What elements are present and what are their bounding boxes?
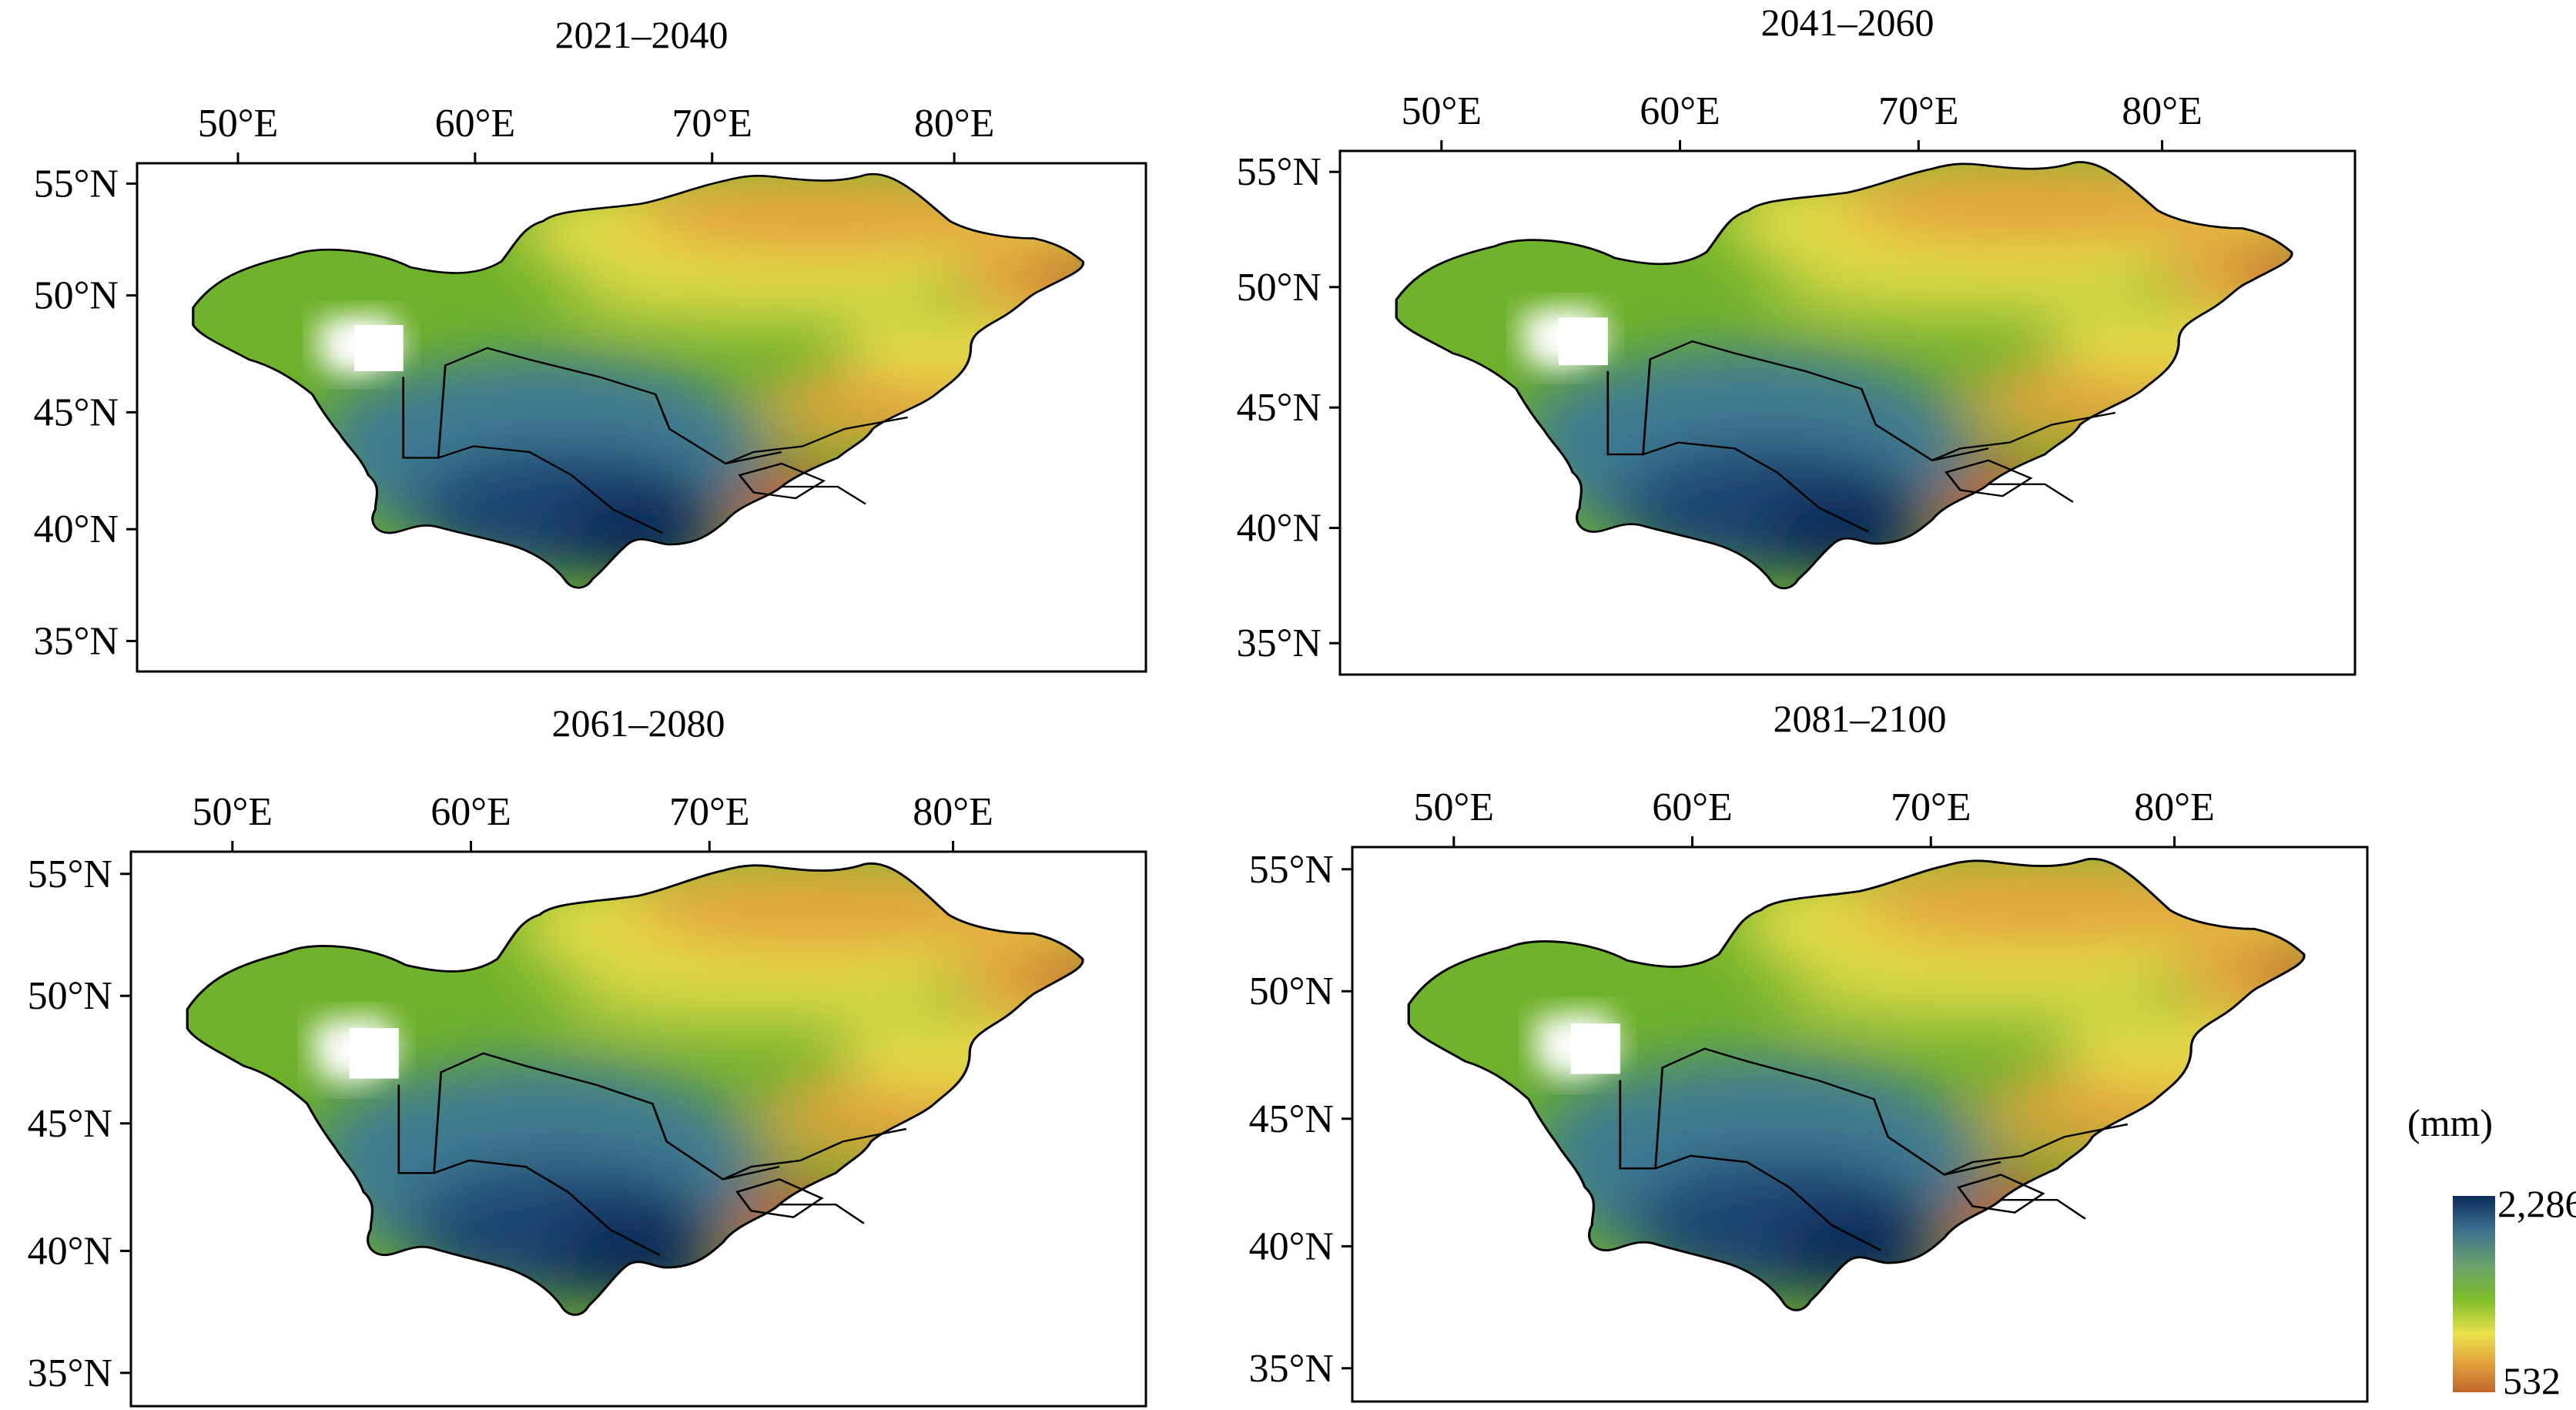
lon-tick-label: 80°E — [914, 102, 995, 146]
lat-tick-label: 50°N — [1249, 970, 1334, 1013]
colorbar-legend: (mm) 2,286 532 — [2407, 1101, 2576, 1402]
lat-tick-label: 45°N — [34, 390, 119, 434]
country-border — [437, 445, 663, 534]
lon-tick-label: 60°E — [1652, 785, 1733, 829]
precipitation-map — [1395, 161, 2293, 590]
legend-unit: (mm) — [2407, 1101, 2493, 1144]
legend-min-label: 532 — [2503, 1359, 2561, 1402]
panel-title: 2081–2100 — [1774, 697, 1947, 740]
country-border — [1931, 411, 2116, 461]
country-border — [402, 347, 782, 465]
lon-tick-label: 80°E — [913, 790, 993, 834]
lat-tick-label: 50°N — [1237, 266, 1321, 310]
lat-tick-label: 35°N — [1237, 621, 1321, 665]
country-border — [779, 1203, 865, 1224]
country-border — [722, 1127, 907, 1181]
lat-tick-label: 40°N — [28, 1229, 112, 1273]
country-border — [1944, 459, 2033, 497]
panel-title: 2021–2040 — [555, 13, 729, 56]
lon-tick-label: 60°E — [435, 102, 516, 146]
lon-tick-label: 70°E — [672, 102, 752, 146]
region-outline — [1407, 857, 2306, 1311]
panel-title: 2041–2060 — [1761, 1, 1935, 44]
lat-tick-label: 45°N — [28, 1102, 112, 1146]
lat-tick-label: 35°N — [34, 619, 119, 663]
country-border — [1606, 340, 1989, 462]
country-border — [735, 1178, 824, 1218]
country-border — [1643, 441, 1870, 533]
map-panel-1: 2021–2040 50°E 60°E 70°E 80°E 55°N 50°N 45°N 40°… — [34, 13, 1147, 673]
country-border — [781, 485, 866, 505]
lat-tick-label: 50°N — [28, 974, 112, 1018]
lon-tick-label: 80°E — [2122, 89, 2202, 133]
country-border — [1619, 1047, 2002, 1176]
lat-tick-label: 40°N — [34, 507, 119, 551]
lon-tick-label: 80°E — [2134, 785, 2215, 829]
map-panel-2: 2041–2060 50°E 60°E 70°E 80°E 55°N 50°N 45°N 40°… — [1237, 1, 2357, 676]
lon-tick-label: 50°E — [1402, 89, 1482, 133]
lon-tick-label: 70°E — [1878, 89, 1959, 133]
country-border — [397, 1052, 780, 1181]
lon-tick-label: 60°E — [1640, 89, 1720, 133]
lat-tick-label: 40°N — [1237, 507, 1321, 551]
lat-tick-label: 55°N — [34, 162, 119, 206]
panel-frame — [1351, 846, 2369, 1403]
lat-tick-label: 50°N — [34, 274, 119, 318]
lat-tick-label: 35°N — [28, 1351, 112, 1395]
lat-tick-label: 55°N — [1249, 848, 1334, 892]
precipitation-map — [186, 862, 1084, 1316]
map-panel-4: 2081–2100 50°E 60°E 70°E 80°E 55°N 50°N 45°N 40°… — [1249, 697, 2369, 1403]
lat-tick-label: 45°N — [1237, 386, 1321, 430]
region-outline — [186, 862, 1084, 1316]
country-border — [738, 462, 826, 500]
region-outline — [1395, 161, 2293, 590]
lon-tick-label: 70°E — [1891, 785, 1971, 829]
lat-tick-label: 55°N — [1237, 150, 1321, 194]
panel-frame — [136, 162, 1147, 673]
legend-max-label: 2,286 — [2497, 1182, 2576, 1225]
panel-title: 2061–2080 — [552, 702, 725, 745]
precipitation-map — [1407, 857, 2306, 1311]
precipitation-map — [192, 172, 1084, 589]
legend-color-ramp — [2453, 1196, 2495, 1392]
lon-tick-label: 70°E — [669, 790, 750, 834]
panel-frame — [1338, 149, 2357, 676]
lat-tick-label: 40°N — [1249, 1224, 1334, 1268]
lon-tick-label: 60°E — [430, 790, 511, 834]
country-border — [434, 1159, 661, 1256]
country-border — [1988, 483, 2074, 503]
map-panel-3: 2061–2080 50°E 60°E 70°E 80°E 55°N 50°N 45°N 40°… — [28, 702, 1147, 1408]
country-border — [1956, 1174, 2045, 1214]
panel-frame — [129, 850, 1147, 1408]
country-border — [725, 416, 908, 465]
country-border — [2001, 1198, 2086, 1220]
lon-tick-label: 50°E — [193, 790, 273, 834]
lat-tick-label: 45°N — [1249, 1097, 1334, 1141]
lat-tick-label: 55°N — [28, 852, 112, 896]
country-border — [1655, 1154, 1882, 1251]
lon-tick-label: 50°E — [198, 102, 279, 146]
region-outline — [192, 172, 1084, 589]
lat-tick-label: 35°N — [1249, 1347, 1334, 1391]
country-border — [1944, 1123, 2129, 1176]
lon-tick-label: 50°E — [1414, 785, 1495, 829]
